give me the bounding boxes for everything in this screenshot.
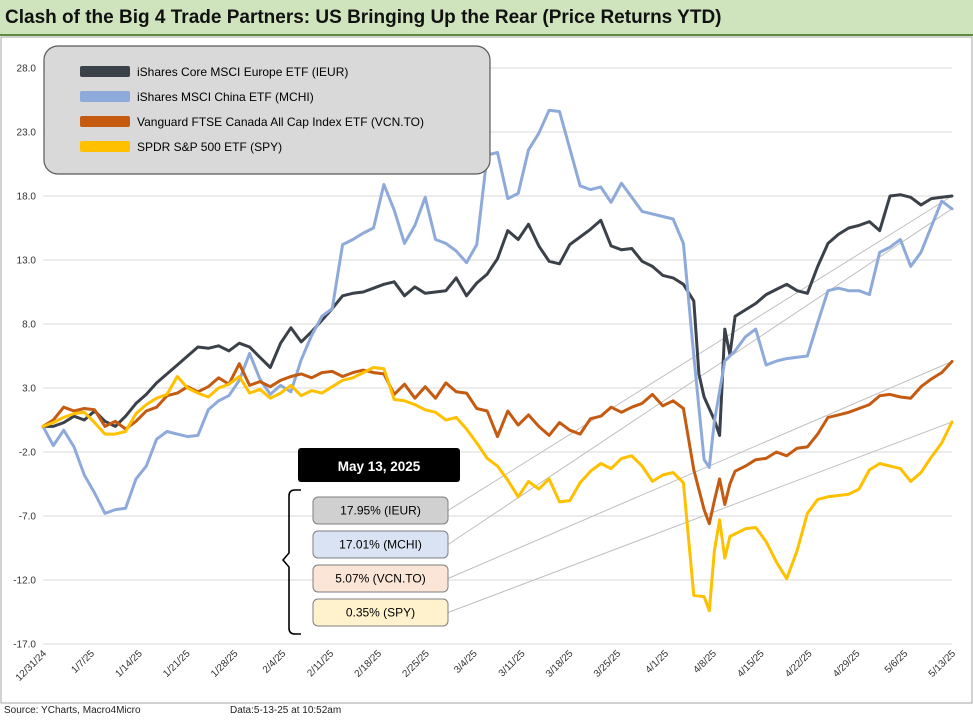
legend-label: Vanguard FTSE Canada All Cap Index ETF (… bbox=[137, 115, 424, 129]
callout-date-badge bbox=[298, 448, 460, 482]
callout-value-text: 5.07% (VCN.TO) bbox=[335, 572, 425, 586]
legend-swatch bbox=[80, 66, 130, 77]
legend: iShares Core MSCI Europe ETF (IEUR) iShar… bbox=[43, 45, 491, 175]
callout-date-label: May 13, 2025 bbox=[338, 459, 421, 474]
footer-source: Source: YCharts, Macro4Micro bbox=[4, 705, 141, 716]
y-tick-label: -2.0 bbox=[19, 448, 37, 459]
chart: 28.0 23.0 18.0 13.0 8.0 3.0 -2.0 -7.0 -12.0 -17.0… bbox=[0, 36, 973, 704]
callout-value-box bbox=[312, 564, 449, 593]
y-tick-label: 23.0 bbox=[17, 128, 37, 139]
callout-value-text: 17.95% (IEUR) bbox=[340, 504, 421, 518]
series-line-1 bbox=[41, 108, 954, 515]
legend-swatch bbox=[80, 116, 130, 127]
callout-value-box bbox=[312, 496, 449, 525]
y-tick-label: 28.0 bbox=[17, 64, 37, 75]
callout-value-box bbox=[312, 530, 449, 559]
title-bar: Clash of the Big 4 Trade Partners: US Br… bbox=[0, 0, 973, 36]
callout-value-text: 17.01% (MCHI) bbox=[339, 538, 422, 552]
legend-label: SPDR S&P 500 ETF (SPY) bbox=[137, 140, 282, 154]
y-tick-label: 3.0 bbox=[22, 384, 36, 395]
leader-line bbox=[447, 421, 953, 613]
leader-line bbox=[447, 361, 953, 579]
y-tick-label: 13.0 bbox=[17, 256, 37, 267]
y-tick-label: 8.0 bbox=[22, 320, 36, 331]
y-axis: 28.0 23.0 18.0 13.0 8.0 3.0 -2.0 -7.0 -12.0 -17.0 bbox=[13, 64, 36, 651]
legend-label: iShares MSCI China ETF (MCHI) bbox=[137, 90, 314, 104]
y-tick-label: -7.0 bbox=[19, 512, 37, 523]
legend-label: iShares Core MSCI Europe ETF (IEUR) bbox=[137, 65, 348, 79]
legend-swatch bbox=[80, 141, 130, 152]
leader-line bbox=[447, 195, 953, 511]
series-line-2 bbox=[41, 360, 954, 526]
callout: May 13, 2025 17.95% (IEUR) 17.01% (MCHI) 5… bbox=[281, 448, 460, 635]
footer-data-time: Data:5-13-25 at 10:52am bbox=[230, 705, 342, 716]
y-tick-label: 18.0 bbox=[17, 192, 37, 203]
callout-value-text: 0.35% (SPY) bbox=[346, 606, 415, 620]
legend-swatch bbox=[80, 91, 130, 102]
callout-value-box bbox=[312, 598, 449, 627]
series-line-3 bbox=[41, 366, 954, 613]
callout-bracket bbox=[281, 489, 301, 635]
series-line-0 bbox=[41, 193, 954, 437]
y-tick-label: -17.0 bbox=[13, 640, 36, 651]
y-tick-label: -12.0 bbox=[13, 576, 36, 587]
series-lines bbox=[41, 108, 954, 613]
page-title: Clash of the Big 4 Trade Partners: US Br… bbox=[5, 7, 722, 28]
legend-box bbox=[43, 45, 491, 175]
